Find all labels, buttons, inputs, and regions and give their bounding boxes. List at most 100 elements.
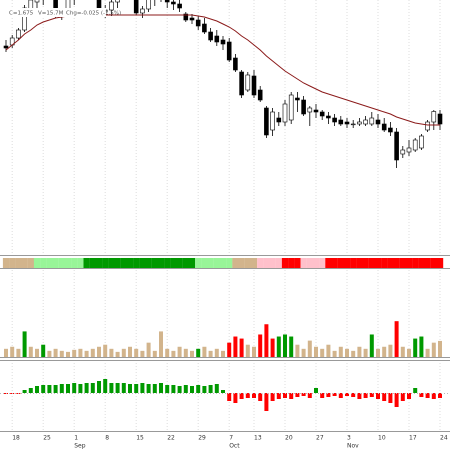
trend-cell [362, 258, 369, 268]
bar [363, 393, 368, 398]
bar [115, 383, 120, 393]
bar [314, 346, 318, 357]
candle-body [115, 0, 120, 3]
bar [134, 384, 139, 393]
bar [140, 383, 145, 393]
bar [221, 390, 225, 393]
trend-cell [95, 258, 103, 268]
trend-cell [151, 258, 158, 268]
trend-cell [350, 258, 357, 268]
trend-cell [356, 258, 363, 268]
trend-cell [108, 258, 115, 268]
bar [109, 383, 114, 393]
bar [47, 385, 52, 393]
bar [97, 381, 101, 393]
bar [245, 344, 250, 357]
bar [301, 393, 306, 396]
lower-panels [2, 258, 444, 411]
trend-cell [195, 258, 202, 268]
bar [258, 393, 263, 401]
bar [431, 342, 436, 357]
candle-body [319, 111, 325, 117]
bar [245, 393, 250, 398]
x-tick-label: 3 [347, 435, 351, 442]
bar [264, 393, 269, 411]
candle-body [338, 119, 344, 125]
x-tick-label: 8 [105, 435, 109, 442]
trend-cell [207, 258, 214, 268]
trend-cell [418, 258, 425, 268]
candle-body [425, 121, 430, 131]
bar [357, 346, 362, 357]
bar [252, 393, 256, 398]
candle-body [233, 57, 238, 71]
candle-body [133, 0, 139, 14]
bar [400, 346, 405, 357]
trend-cell [399, 258, 406, 268]
bar [41, 385, 46, 393]
candle-body [344, 121, 350, 125]
bar [109, 348, 114, 357]
trend-cell [21, 258, 28, 268]
x-tick-label: 25 [43, 435, 51, 442]
bar [295, 344, 300, 357]
bar [407, 348, 411, 357]
bar [400, 393, 405, 401]
bar [16, 348, 21, 357]
candle-body [208, 31, 213, 41]
trend-cell [244, 258, 251, 268]
bar [376, 393, 380, 399]
bar [276, 336, 281, 357]
candle-body [270, 111, 275, 131]
bar [146, 384, 151, 393]
bar [183, 348, 188, 357]
bar [4, 348, 8, 357]
bar [233, 393, 238, 403]
trend-cell [102, 258, 109, 268]
candle-body [307, 107, 313, 113]
bar [332, 393, 337, 396]
bar [419, 393, 424, 397]
candle-body [375, 119, 381, 125]
candle-body [16, 29, 21, 39]
x-tick-label: 13 [254, 435, 262, 442]
bar [345, 348, 349, 357]
candle-body [177, 3, 182, 9]
candle-body [406, 147, 412, 153]
bar [276, 393, 281, 399]
x-month-label: Nov [347, 443, 359, 450]
bar [419, 336, 424, 357]
bar [301, 348, 306, 357]
bar [146, 342, 151, 357]
trend-cell [52, 258, 59, 268]
bar [121, 383, 126, 393]
bar [345, 393, 349, 396]
bar [214, 384, 219, 393]
x-tick-label: 10 [378, 435, 386, 442]
x-month-label: Oct [229, 443, 240, 450]
bar [338, 346, 343, 357]
bar [307, 393, 312, 398]
bar [258, 334, 263, 357]
trend-cell [393, 258, 400, 268]
candle-body [34, 0, 40, 3]
bar [84, 383, 89, 393]
trend-cell [77, 258, 84, 268]
trend-cell [368, 258, 375, 268]
bar [289, 393, 294, 399]
bar [376, 348, 380, 357]
bar [103, 379, 108, 393]
trend-cell [343, 258, 351, 268]
bar [413, 338, 418, 357]
bar [196, 348, 201, 357]
trend-cell [182, 258, 189, 268]
candle-body [437, 113, 443, 125]
bar [165, 385, 170, 393]
trend-cell [145, 258, 152, 268]
candle-body [109, 1, 114, 11]
trend-cell [133, 258, 140, 268]
candle-body [264, 107, 269, 136]
candle-body [140, 8, 145, 14]
candle-body [189, 17, 195, 21]
